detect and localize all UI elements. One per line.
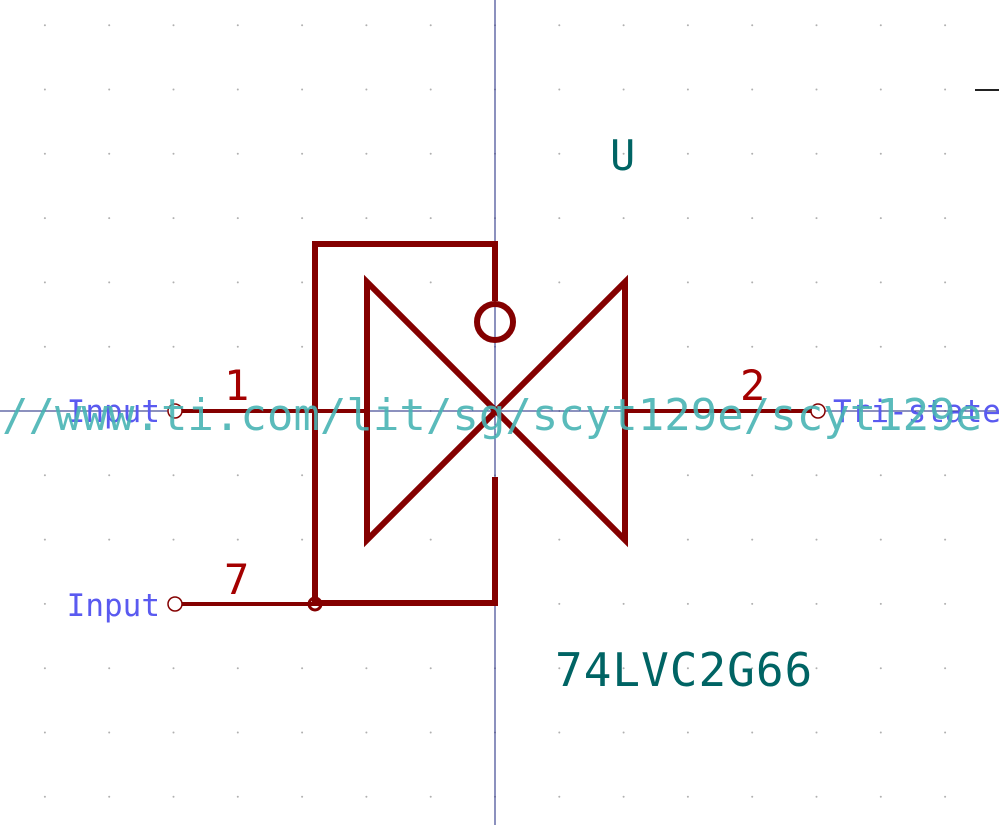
pin-2-type: Tri-state bbox=[833, 394, 999, 430]
part-value[interactable]: 74LVC2G66 bbox=[555, 643, 813, 697]
pin-1-number: 1 bbox=[224, 361, 249, 410]
transmission-gate-triangle-upper bbox=[364, 274, 628, 548]
pin-endpoints bbox=[167, 403, 826, 612]
pin-7-number: 7 bbox=[224, 555, 249, 604]
inversion-bubble bbox=[474, 301, 516, 343]
pin-wires bbox=[181, 409, 812, 606]
pin-2-number: 2 bbox=[740, 361, 765, 410]
pin-7-endpoint[interactable] bbox=[167, 596, 183, 612]
pin-2-endpoint[interactable] bbox=[810, 403, 826, 419]
reference-designator[interactable]: U bbox=[610, 131, 635, 180]
datasheet-url[interactable]: //www.ti.com/lit/sg/scyt129e/scyt129e bbox=[2, 390, 982, 441]
switch-symbol-body[interactable] bbox=[312, 241, 628, 606]
junction-dot bbox=[307, 596, 323, 612]
pin-7-type: Input bbox=[67, 588, 160, 624]
pin-1-type: Input bbox=[67, 394, 160, 430]
pin-1-endpoint[interactable] bbox=[167, 403, 183, 419]
control-loop bbox=[312, 241, 498, 606]
